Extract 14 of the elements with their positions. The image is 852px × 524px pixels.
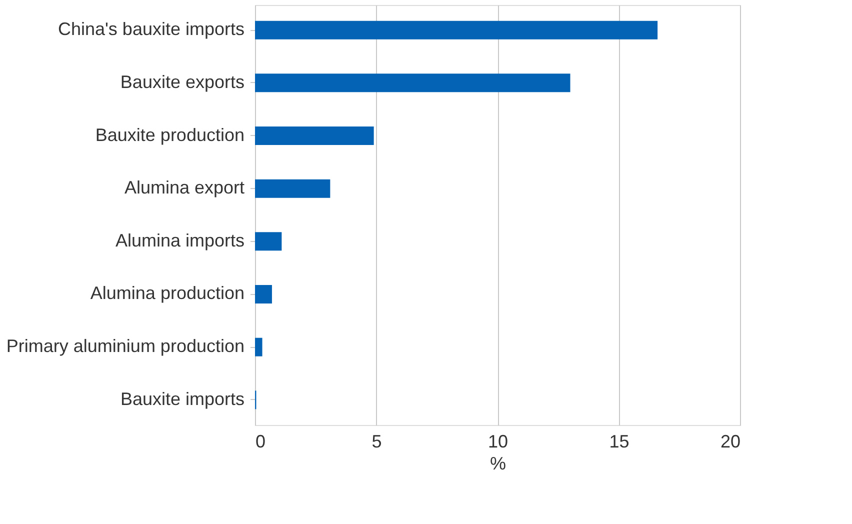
x-tick-label: 15 — [609, 432, 630, 452]
x-tick-label: 20 — [720, 432, 740, 452]
y-tick-label: Alumina imports — [115, 230, 244, 250]
y-tick-label: Bauxite production — [95, 124, 244, 145]
x-axis-title: % — [490, 454, 506, 474]
x-tick-label: 5 — [372, 432, 382, 452]
y-tick-label: Primary aluminium production — [6, 336, 244, 356]
y-tick-label: Alumina production — [90, 283, 244, 304]
y-tick-label: Alumina export — [124, 178, 244, 198]
y-tick-label: China's bauxite imports — [58, 19, 244, 40]
x-tick-label: 10 — [488, 432, 508, 452]
y-tick-label: Bauxite exports — [120, 72, 244, 92]
y-tick-label: Bauxite imports — [120, 388, 244, 409]
x-tick-label: 0 — [256, 432, 266, 452]
